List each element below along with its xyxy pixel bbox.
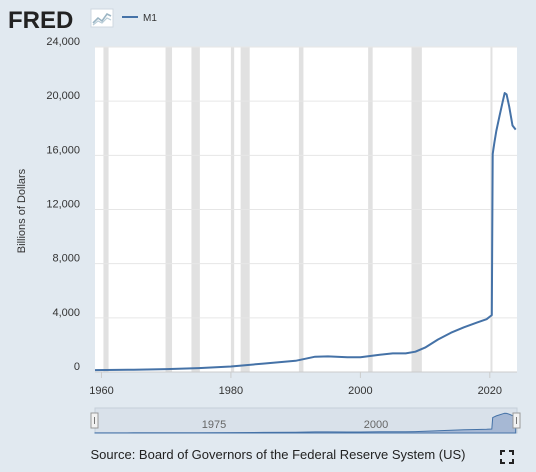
x-tick-label: 1980 [219, 385, 243, 397]
navigator-label-1975: 1975 [202, 419, 226, 431]
x-axis-ticks: 1960 1980 2000 2020 [89, 372, 502, 397]
y-tick-label: 16,000 [46, 144, 80, 156]
y-tick-label: 0 [74, 361, 80, 373]
x-tick-label: 2020 [478, 385, 502, 397]
y-axis-ticks: 0 4,000 8,000 12,000 16,000 20,000 24,000 [46, 36, 80, 373]
trend-graph-icon [90, 8, 114, 28]
y-tick-label: 8,000 [52, 253, 80, 265]
y-tick-label: 24,000 [46, 36, 80, 48]
y-tick-label: 4,000 [52, 307, 80, 319]
navigator-track [94, 407, 518, 434]
x-tick-label: 2000 [348, 385, 372, 397]
grid-lines [95, 46, 517, 319]
navigator-handle-right[interactable] [512, 412, 521, 429]
fred-logo-text: FRED [8, 7, 73, 34]
y-tick-label: 20,000 [46, 90, 80, 102]
y-tick-label: 12,000 [46, 199, 80, 211]
navigator-series-area [94, 412, 517, 434]
legend-item-m1[interactable]: M1 [122, 13, 157, 24]
legend-label: M1 [143, 13, 157, 24]
range-navigator[interactable]: 1975 2000 [90, 407, 521, 434]
source-note: Source: Board of Governors of the Federa… [90, 447, 466, 462]
navigator-handle-left[interactable] [90, 412, 99, 429]
fred-logo[interactable]: FRED [8, 7, 114, 34]
fullscreen-icon[interactable] [500, 450, 514, 464]
navigator-label-2000: 2000 [364, 419, 388, 431]
series-line-m1 [94, 92, 517, 372]
x-tick-label: 1960 [89, 385, 113, 397]
y-axis-title: Billions of Dollars [16, 168, 28, 253]
